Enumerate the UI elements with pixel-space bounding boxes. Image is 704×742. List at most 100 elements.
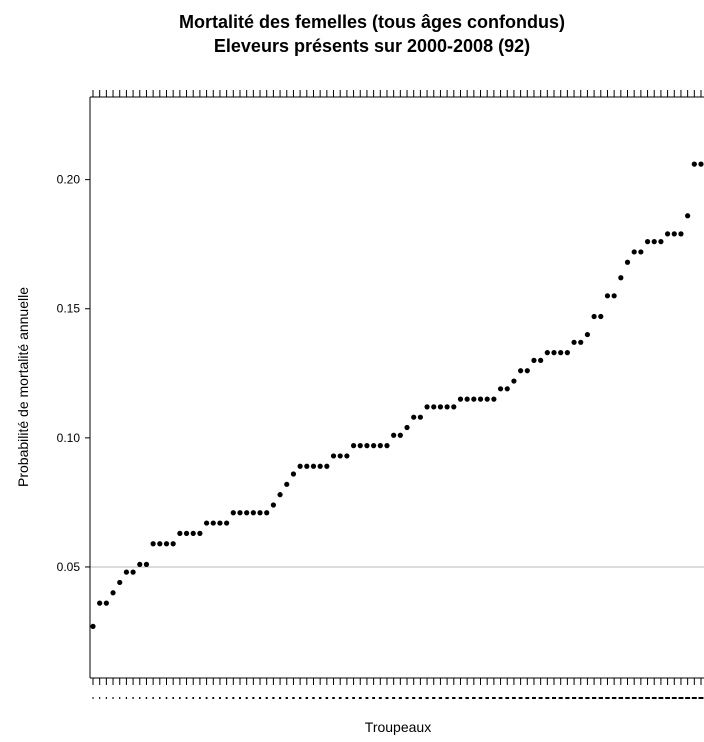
data-point <box>518 368 524 374</box>
data-point <box>284 481 290 487</box>
data-point <box>431 404 437 410</box>
data-point <box>584 331 591 338</box>
data-point <box>651 239 657 245</box>
x-axis-label: Troupeaux <box>365 719 431 735</box>
data-point <box>97 600 103 606</box>
data-point <box>491 396 497 402</box>
data-point <box>270 502 276 508</box>
data-point <box>558 350 564 356</box>
data-point <box>350 443 357 449</box>
data-point <box>524 368 530 374</box>
data-point <box>611 293 617 299</box>
data-point <box>644 239 651 245</box>
data-point <box>638 249 644 255</box>
chart-title: Mortalité des femelles (tous âges confon… <box>179 12 565 32</box>
data-point <box>658 239 664 245</box>
data-point <box>404 424 410 431</box>
data-point <box>497 386 504 392</box>
data-point <box>698 161 704 167</box>
data-point <box>484 396 490 402</box>
data-point <box>371 443 377 449</box>
data-point <box>110 590 116 596</box>
data-point <box>551 350 557 356</box>
data-point <box>564 350 570 356</box>
data-point <box>117 579 123 586</box>
data-point <box>604 293 611 299</box>
data-point <box>177 530 183 536</box>
y-tick-label: 0.05 <box>57 560 81 574</box>
data-point <box>671 231 677 237</box>
data-point <box>264 510 270 516</box>
data-point <box>150 541 156 547</box>
data-point <box>544 350 550 356</box>
data-point <box>417 414 423 420</box>
data-point <box>364 443 370 449</box>
data-point <box>244 510 250 516</box>
data-point <box>310 463 317 469</box>
data-point <box>237 510 243 516</box>
data-point <box>411 414 417 420</box>
data-point <box>504 386 510 392</box>
data-point <box>163 541 170 547</box>
data-point <box>344 453 350 459</box>
rug-top <box>92 90 702 97</box>
data-point <box>624 259 631 265</box>
data-point <box>598 313 604 320</box>
y-tick-label: 0.15 <box>57 302 81 316</box>
data-point <box>511 378 517 384</box>
y-tick-label: 0.10 <box>57 431 81 445</box>
data-point <box>190 530 196 536</box>
data-point <box>250 510 256 516</box>
data-point <box>471 396 477 402</box>
data-point <box>571 339 577 345</box>
data-point <box>170 541 176 547</box>
y-tick-label: 0.20 <box>57 173 81 187</box>
data-point <box>685 213 691 219</box>
data-point <box>157 541 163 547</box>
data-point <box>457 396 464 402</box>
data-point <box>531 357 537 363</box>
data-point <box>464 396 470 402</box>
data-point <box>230 510 236 516</box>
data-point <box>183 530 190 536</box>
data-point <box>224 520 230 526</box>
data-point <box>664 231 671 237</box>
data-point <box>678 231 684 237</box>
data-point <box>444 404 450 410</box>
data-point <box>437 404 444 410</box>
data-point <box>477 396 484 402</box>
data-point <box>691 161 697 167</box>
y-axis: 0.05 0.10 0.15 0.20 <box>57 173 90 574</box>
data-point <box>377 443 383 449</box>
data-point <box>578 339 584 345</box>
data-point <box>384 443 390 449</box>
data-point <box>130 569 136 575</box>
data-point <box>337 453 343 459</box>
chart-subtitle: Eleveurs présents sur 2000-2008 (92) <box>214 36 530 56</box>
data-point <box>277 492 283 498</box>
data-point <box>424 404 430 410</box>
data-point <box>304 463 310 469</box>
data-point <box>297 463 303 469</box>
data-point <box>123 569 130 575</box>
data-point <box>137 561 143 567</box>
data-point <box>330 453 337 459</box>
data-point <box>631 249 637 255</box>
data-point <box>197 530 203 536</box>
data-point <box>103 600 109 606</box>
data-point <box>203 520 210 526</box>
data-point <box>257 510 263 516</box>
data-point <box>591 313 597 320</box>
data-point <box>357 443 363 449</box>
data-points <box>90 161 704 629</box>
data-point <box>391 432 397 438</box>
data-point <box>317 463 323 469</box>
data-point <box>210 520 216 526</box>
data-point <box>290 471 297 477</box>
data-point <box>217 520 223 526</box>
data-point <box>90 623 96 629</box>
data-point <box>618 275 624 281</box>
y-axis-label: Probabilité de mortalité annuelle <box>15 287 31 487</box>
data-point <box>451 404 457 410</box>
